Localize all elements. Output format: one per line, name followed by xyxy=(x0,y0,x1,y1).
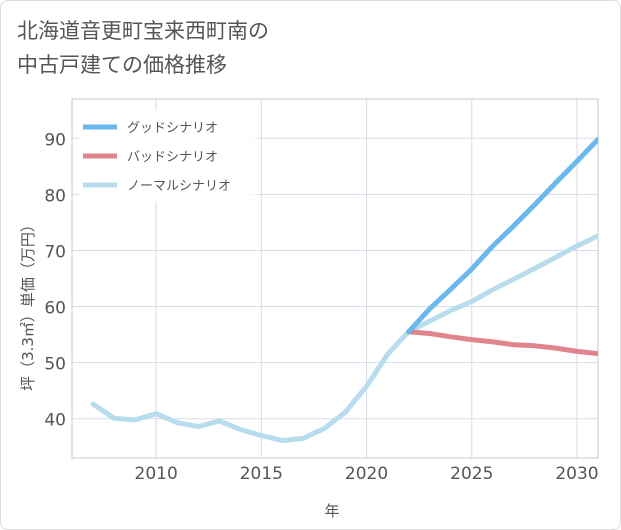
x-tick-label: 2015 xyxy=(240,464,283,484)
y-axis-ticks: 40 50 60 70 80 90 xyxy=(44,130,66,430)
legend-label: バッドシナリオ xyxy=(127,150,218,165)
series-line-3 xyxy=(90,233,598,444)
x-tick-label: 2010 xyxy=(135,464,178,484)
y-tick-label: 40 xyxy=(44,411,66,431)
chart-title-line-1: 北海道音更町宝来西町南の xyxy=(17,19,269,43)
x-tick-label: 2030 xyxy=(555,464,598,484)
x-axis-label: 年 xyxy=(324,502,339,520)
y-tick-label: 50 xyxy=(44,355,66,375)
legend-label: ノーマルシナリオ xyxy=(127,179,231,194)
chart-title: 北海道音更町宝来西町南の 中古戸建ての価格推移 xyxy=(17,14,269,82)
y-axis-label: 坪（3.3㎡）単価（万円） xyxy=(19,217,37,391)
x-axis-ticks: 2010 2015 2020 2025 2030 xyxy=(135,464,599,484)
x-tick-label: 2020 xyxy=(345,464,388,484)
legend-label: グッドシナリオ xyxy=(127,121,218,136)
chart-title-line-2: 中古戸建ての価格推移 xyxy=(17,53,227,77)
y-tick-label: 80 xyxy=(44,186,66,206)
series-lines xyxy=(90,136,598,444)
x-tick-label: 2025 xyxy=(450,464,493,484)
y-tick-label: 60 xyxy=(44,299,66,319)
series-line-1 xyxy=(406,136,598,335)
series-line-2 xyxy=(406,329,598,357)
plot-area xyxy=(71,98,599,459)
y-tick-label: 90 xyxy=(44,130,66,150)
y-tick-label: 70 xyxy=(44,242,66,262)
